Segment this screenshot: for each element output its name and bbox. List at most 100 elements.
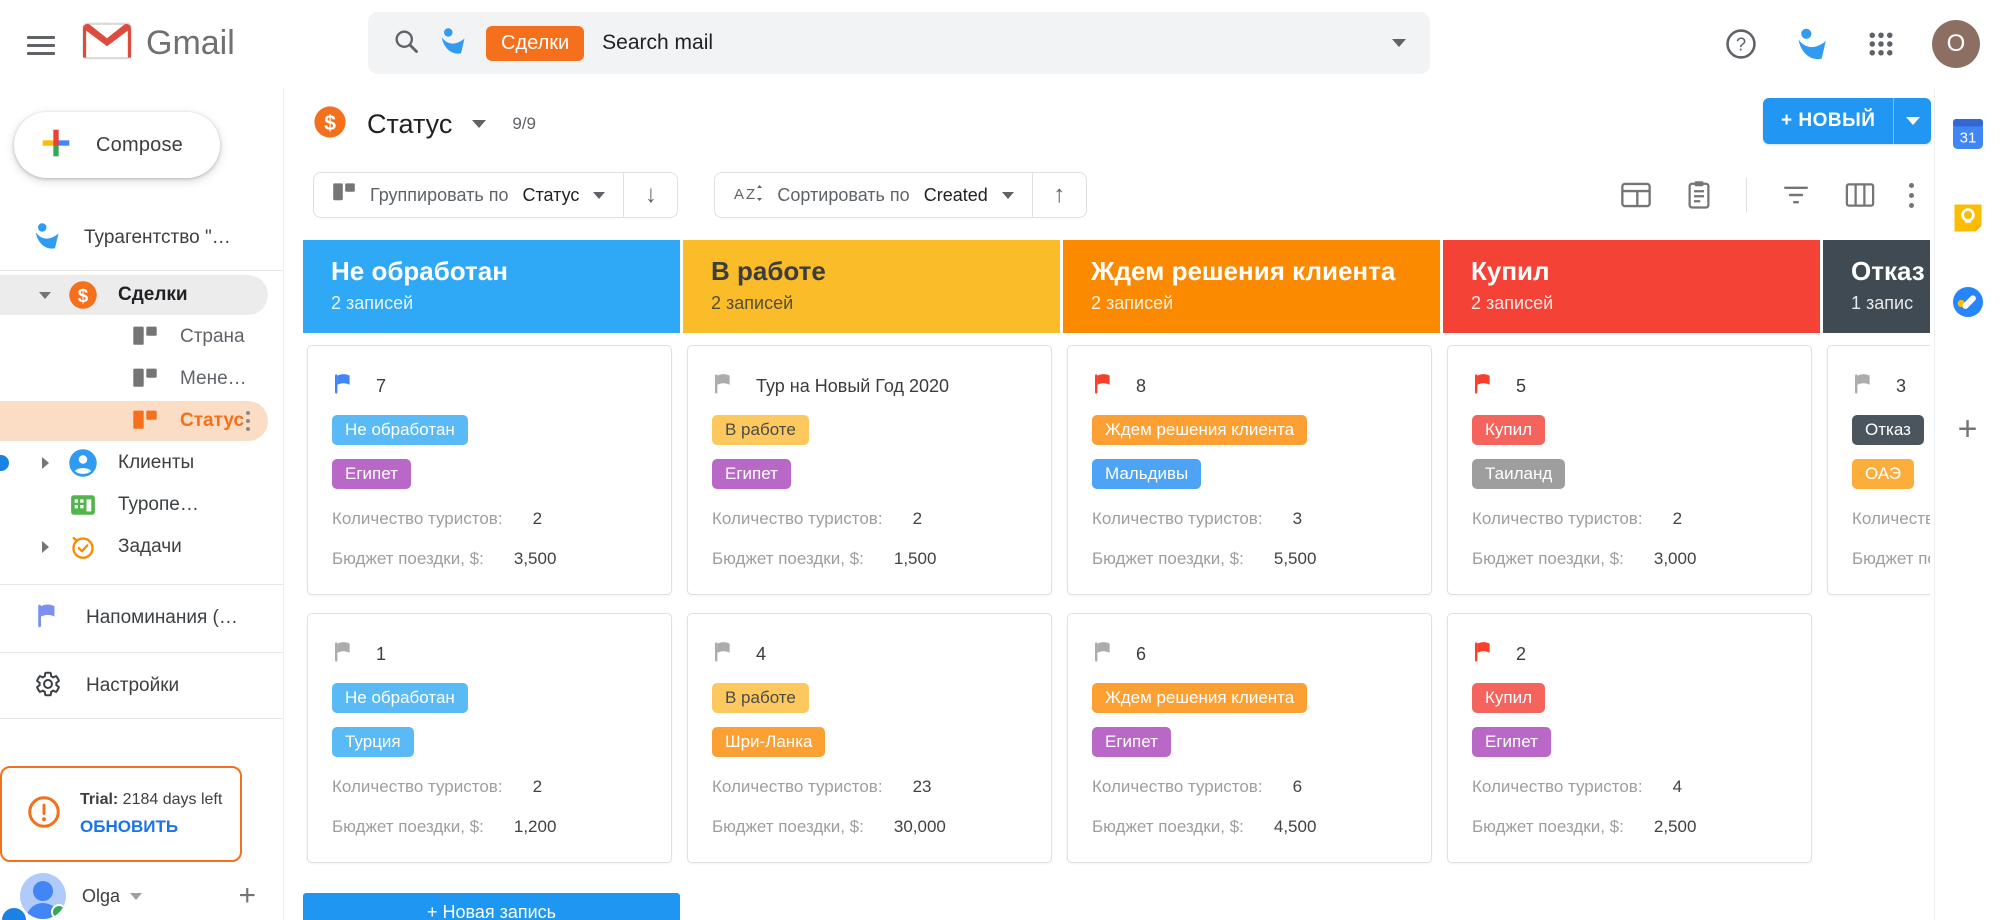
deal-card[interactable]: Тур на Новый Год 2020 В работе Египет Колич…: [687, 345, 1052, 595]
chevron-down-icon[interactable]: [28, 291, 62, 299]
field-label: Бюджет поездки, $:: [1092, 549, 1244, 568]
sidebar-item-reminders[interactable]: Напоминания (…: [0, 596, 284, 640]
google-tasks-icon[interactable]: [1950, 284, 1986, 325]
search-bar[interactable]: Сделки Search mail: [368, 12, 1430, 74]
tourists-field: Количество туристов: 3: [1092, 509, 1407, 529]
google-apps-grid-icon[interactable]: [1866, 29, 1896, 59]
calendar-icon[interactable]: 31: [1950, 116, 1986, 157]
sidebar-item-мене-[interactable]: Мене…: [0, 358, 284, 400]
record-counter: 9/9: [512, 114, 536, 133]
user-avatar[interactable]: O: [1932, 20, 1980, 68]
new-record-button[interactable]: + Новая запись: [303, 893, 680, 920]
filter-icon[interactable]: [1781, 183, 1811, 207]
upgrade-link[interactable]: ОБНОВИТЬ: [80, 817, 179, 836]
search-options-caret-icon[interactable]: [1392, 39, 1406, 47]
sidebar-nav: $ Сделки Страна Мене… Статус Клиенты Туропе… За…: [0, 274, 284, 568]
add-account-button[interactable]: +: [238, 879, 256, 912]
field-label: Бюджет поездки, $:: [1092, 817, 1244, 836]
view-options: [1620, 178, 1914, 212]
field-label: Количество туристов:: [1852, 509, 1930, 528]
add-addon-button[interactable]: +: [1957, 410, 1978, 448]
chevron-down-icon: [1905, 117, 1920, 125]
deal-card[interactable]: 3 Отказ ОАЭ Количество туристов: Бюджет поез…: [1827, 345, 1930, 595]
deal-card[interactable]: 4 В работе Шри-Ланка Количество туристов: 23…: [687, 613, 1052, 863]
card-title: 4: [756, 644, 767, 664]
user-switcher[interactable]: Olga +: [0, 872, 284, 920]
svg-text:31: 31: [1959, 129, 1976, 146]
flag-icon: [712, 372, 736, 401]
deal-card[interactable]: 6 Ждем решения клиента Египет Количество ту…: [1067, 613, 1432, 863]
more-options-icon[interactable]: [246, 411, 250, 431]
sidebar-item-settings[interactable]: Настройки: [0, 664, 284, 708]
crm-bird-icon: [438, 26, 468, 61]
card-view-icon[interactable]: [1620, 182, 1652, 208]
view-switcher-caret-icon[interactable]: [472, 120, 487, 128]
dollar-icon: $: [313, 105, 347, 144]
clipboard-icon[interactable]: [1686, 180, 1712, 210]
budget-field: Бюджет поездки, $: 2,500: [1472, 817, 1787, 837]
budget-field: Бюджет поездки, $: 1,500: [712, 549, 1027, 569]
divider: [0, 270, 283, 271]
crm-bird-icon[interactable]: [1794, 26, 1830, 62]
group-by-button[interactable]: Группировать по Статус: [314, 173, 623, 217]
deal-card[interactable]: 7 Не обработан Египет Количество туристов: 2…: [307, 345, 672, 595]
help-icon[interactable]: ?: [1724, 27, 1758, 61]
tourists-field: Количество туристов: 2: [712, 509, 1027, 529]
column-header: Отказ 1 запис: [1823, 240, 1930, 333]
tourists-field: Количество туристов: 2: [332, 509, 647, 529]
workspace-item[interactable]: Турагентство "…: [0, 216, 283, 260]
new-deal-button[interactable]: + НОВЫЙ: [1763, 98, 1932, 144]
field-label: Бюджет поездки, $:: [332, 549, 484, 568]
svg-text:$: $: [78, 285, 89, 306]
columns-icon[interactable]: [1845, 182, 1875, 208]
sidebar-item-страна[interactable]: Страна: [0, 316, 284, 358]
column-header: Ждем решения клиента 2 записей: [1063, 240, 1440, 333]
tag: Египет: [712, 459, 791, 489]
trial-text: Trial: 2184 days left: [80, 791, 223, 808]
board-column: В работе 2 записей Тур на Новый Год 2020 В …: [683, 240, 1060, 920]
deal-card[interactable]: 5 Купил Таиланд Количество туристов: 2 Бюджет…: [1447, 345, 1812, 595]
search-icon[interactable]: [392, 27, 420, 60]
person-icon: [68, 448, 98, 478]
tag: Шри-Ланка: [712, 727, 826, 757]
flag-icon: [1472, 372, 1496, 401]
chevron-right-icon[interactable]: [28, 457, 62, 469]
more-options-icon[interactable]: [1909, 182, 1914, 208]
deal-card[interactable]: 8 Ждем решения клиента Мальдивы Количество …: [1067, 345, 1432, 595]
sidebar-item-label: Страна: [180, 326, 245, 347]
card-title: Тур на Новый Год 2020: [756, 376, 950, 396]
flag-icon: [332, 372, 356, 401]
tag: Ждем решения клиента: [1092, 415, 1308, 445]
flag-icon: [712, 640, 736, 669]
chevron-right-icon[interactable]: [28, 541, 62, 553]
deal-card[interactable]: 2 Купил Египет Количество туристов: 4 Бюджет …: [1447, 613, 1812, 863]
tag: Египет: [1092, 727, 1171, 757]
tourists-field: Количество туристов: 2: [1472, 509, 1787, 529]
search-input[interactable]: Search mail: [602, 31, 714, 54]
sidebar-item-label: Напоминания (…: [86, 607, 238, 628]
field-label: Количество туристов:: [332, 509, 503, 528]
keep-icon[interactable]: [1950, 200, 1986, 241]
group-direction-button[interactable]: ↓: [623, 173, 677, 217]
search-scope-chip[interactable]: Сделки: [486, 25, 585, 61]
tasks-icon: [68, 533, 98, 561]
deal-card[interactable]: 1 Не обработан Турция Количество туристов: 2…: [307, 613, 672, 863]
hamburger-menu-icon[interactable]: [24, 28, 58, 58]
online-status-dot: [51, 904, 66, 919]
field-value: 1,200: [513, 817, 557, 836]
sort-direction-button[interactable]: ↑: [1031, 173, 1086, 217]
notification-dot: [0, 455, 9, 471]
sort-by-prefix: Сортировать по: [777, 184, 910, 205]
sidebar-item-туропе-[interactable]: Туропе…: [0, 484, 284, 526]
new-deal-dropdown[interactable]: [1893, 98, 1932, 144]
new-deal-label[interactable]: + НОВЫЙ: [1763, 98, 1894, 144]
sidebar-item-статус[interactable]: Статус: [0, 400, 284, 442]
field-label: Бюджет поездки, $:: [712, 817, 864, 836]
column-cards: 5 Купил Таиланд Количество туристов: 2 Бюджет…: [1443, 333, 1820, 863]
sidebar-item-клиенты[interactable]: Клиенты: [0, 442, 284, 484]
kanban-icon: [130, 408, 160, 434]
sidebar-item-задачи[interactable]: Задачи: [0, 526, 284, 568]
compose-button[interactable]: Compose: [14, 112, 220, 178]
sidebar-item-сделки[interactable]: $ Сделки: [0, 274, 284, 316]
